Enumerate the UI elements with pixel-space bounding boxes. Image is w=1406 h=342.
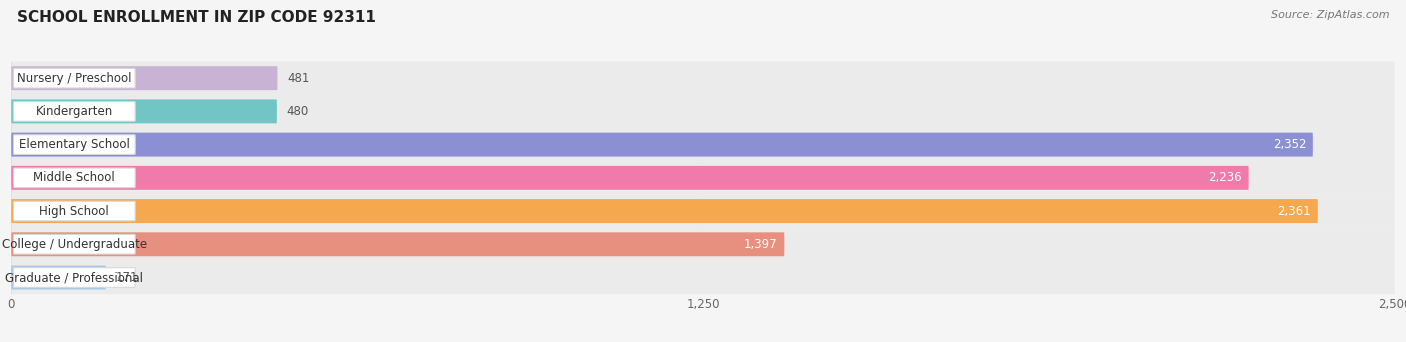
Text: 480: 480 (287, 105, 309, 118)
FancyBboxPatch shape (11, 161, 1395, 195)
FancyBboxPatch shape (11, 66, 277, 90)
Text: Kindergarten: Kindergarten (35, 105, 112, 118)
FancyBboxPatch shape (11, 232, 785, 256)
FancyBboxPatch shape (11, 199, 1317, 223)
Text: Elementary School: Elementary School (18, 138, 129, 151)
FancyBboxPatch shape (14, 102, 135, 121)
FancyBboxPatch shape (11, 100, 277, 123)
FancyBboxPatch shape (14, 268, 135, 287)
Text: 1,397: 1,397 (744, 238, 778, 251)
Text: High School: High School (39, 205, 110, 218)
Text: Middle School: Middle School (34, 171, 115, 184)
FancyBboxPatch shape (11, 95, 1395, 128)
FancyBboxPatch shape (11, 195, 1395, 228)
FancyBboxPatch shape (14, 201, 135, 221)
Text: SCHOOL ENROLLMENT IN ZIP CODE 92311: SCHOOL ENROLLMENT IN ZIP CODE 92311 (17, 10, 375, 25)
Text: College / Undergraduate: College / Undergraduate (1, 238, 146, 251)
Text: 2,352: 2,352 (1272, 138, 1306, 151)
Text: Graduate / Professional: Graduate / Professional (6, 271, 143, 284)
FancyBboxPatch shape (14, 235, 135, 254)
FancyBboxPatch shape (14, 168, 135, 188)
FancyBboxPatch shape (11, 128, 1395, 161)
FancyBboxPatch shape (11, 62, 1395, 95)
Text: 171: 171 (115, 271, 138, 284)
FancyBboxPatch shape (14, 135, 135, 155)
FancyBboxPatch shape (11, 261, 1395, 294)
Text: Nursery / Preschool: Nursery / Preschool (17, 72, 132, 85)
FancyBboxPatch shape (11, 228, 1395, 261)
Text: 481: 481 (287, 72, 309, 85)
Text: 2,236: 2,236 (1208, 171, 1241, 184)
FancyBboxPatch shape (11, 265, 105, 289)
Text: 2,361: 2,361 (1278, 205, 1312, 218)
FancyBboxPatch shape (11, 166, 1249, 190)
FancyBboxPatch shape (11, 133, 1313, 157)
FancyBboxPatch shape (14, 68, 135, 88)
Text: Source: ZipAtlas.com: Source: ZipAtlas.com (1271, 10, 1389, 20)
